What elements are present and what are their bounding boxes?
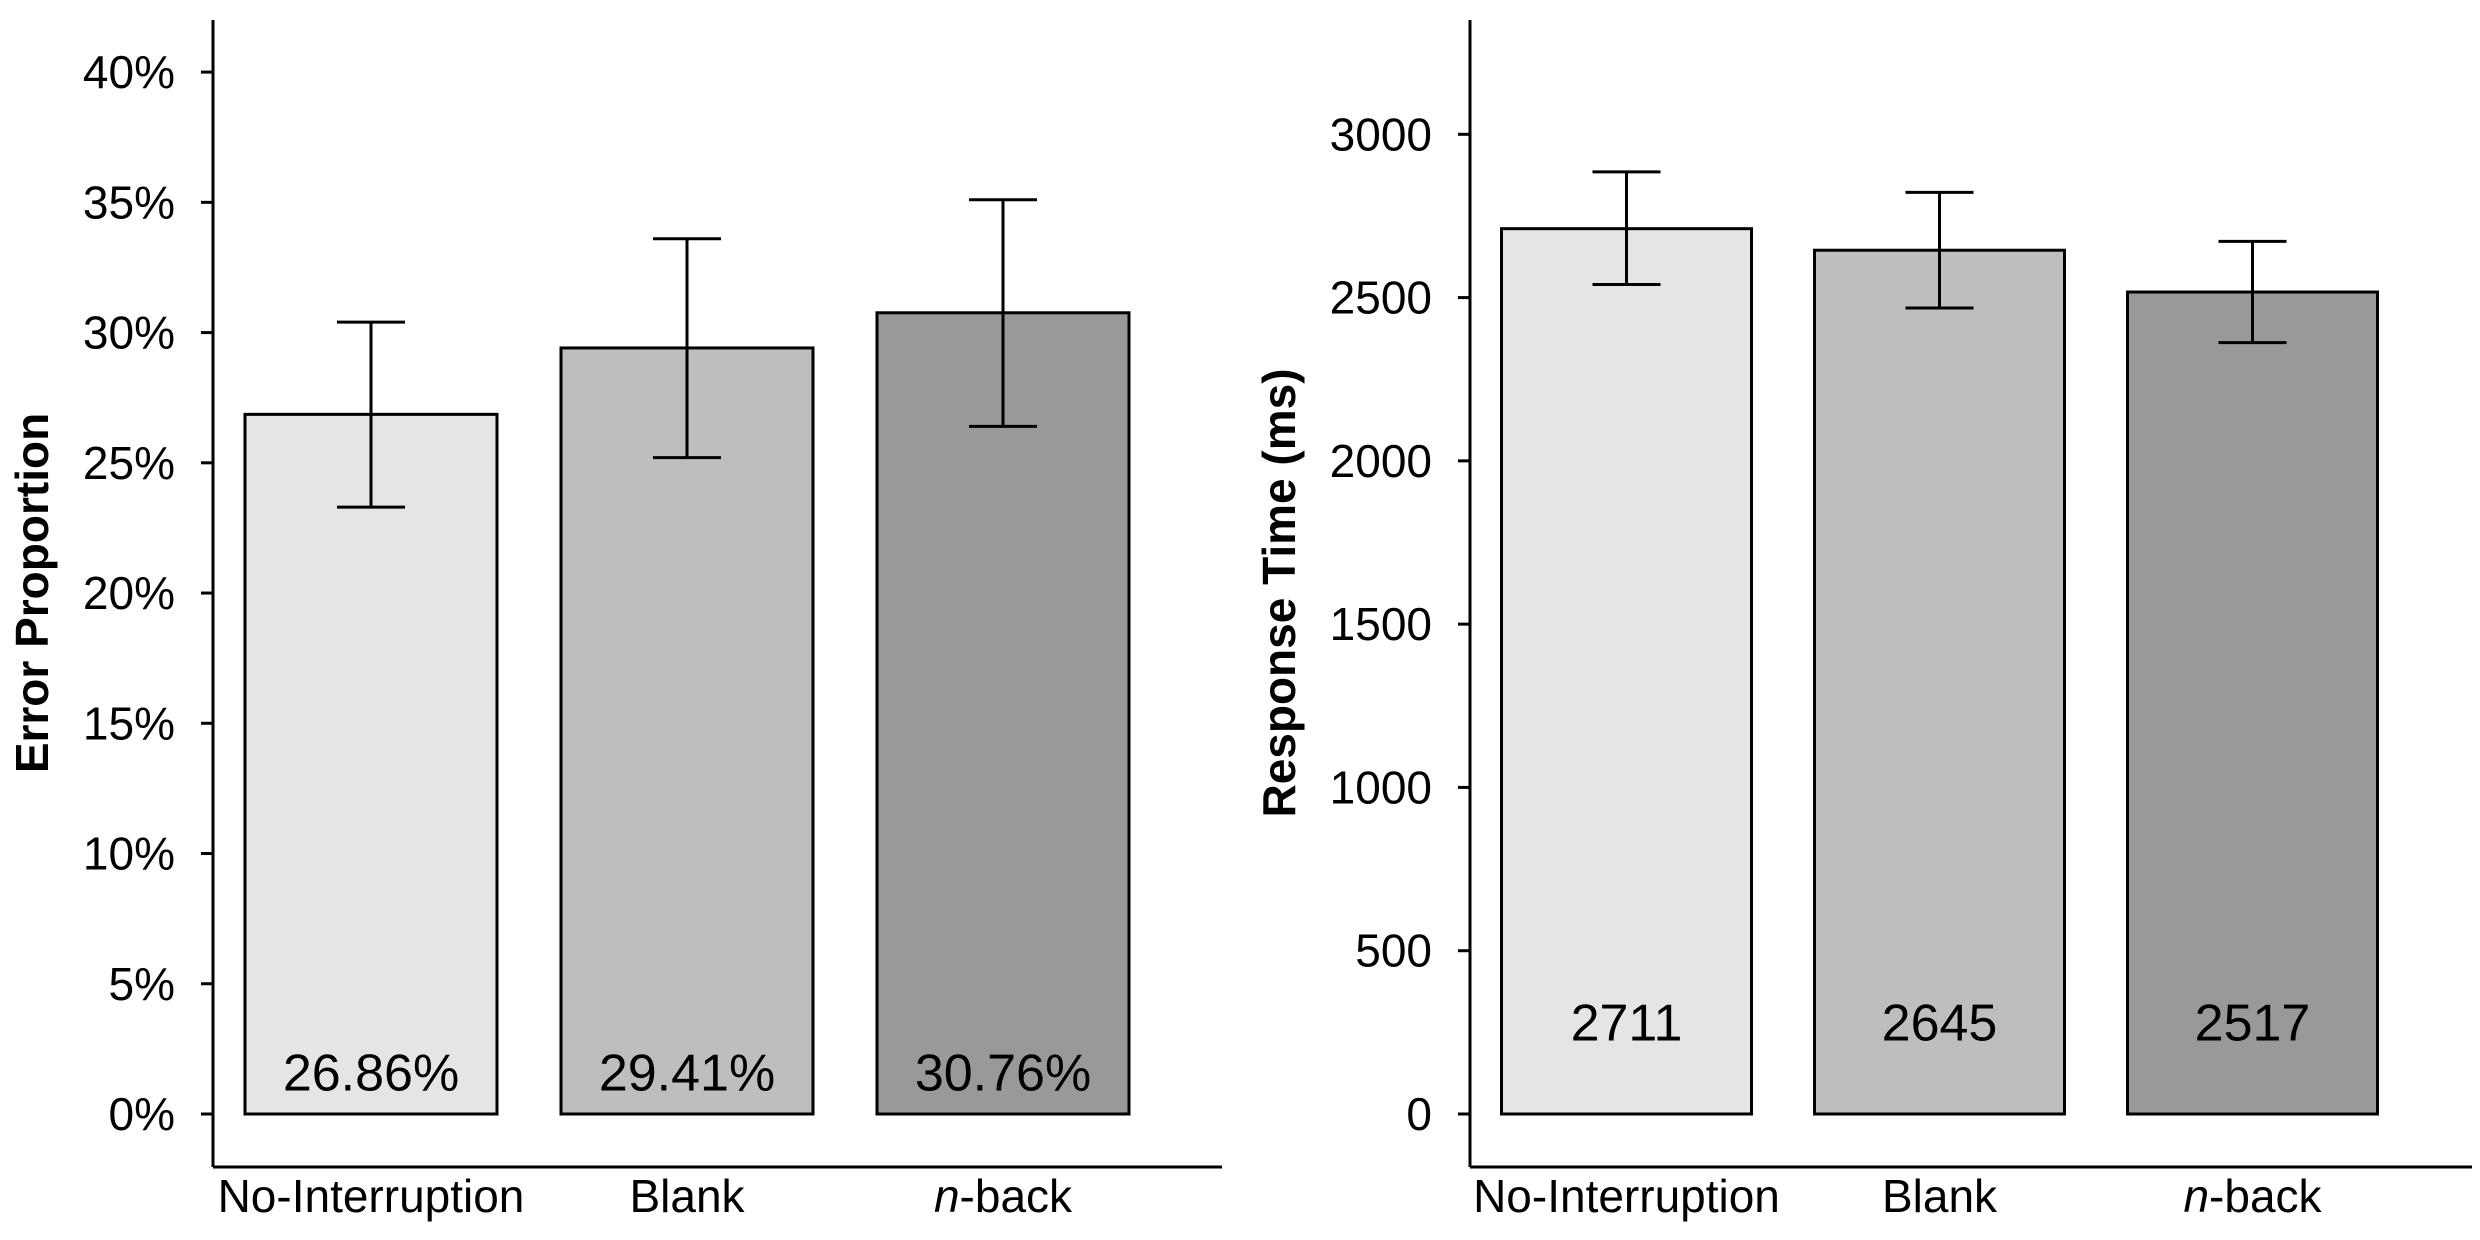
y-tick-label: 35% [83,176,175,228]
bar [243,412,499,1116]
y-axis-title: Response Time (ms) [1253,368,1305,817]
bar-value-label: 2711 [1571,995,1683,1053]
bar [2126,290,2379,1116]
bar-value-label: 29.41% [599,1044,775,1102]
error-bar [1905,190,1974,310]
error-bar [969,198,1037,428]
error-bar [2218,239,2287,345]
x-tick-label: Blank [629,1170,745,1222]
y-tick-label: 3000 [1330,108,1432,160]
y-tick-label: 1500 [1330,598,1432,650]
error-proportion-chart: 0% 5% 10% 15% 20% 25% 30% 35% 40% Error Proportio… [6,20,1222,1222]
bar-value-label: 2517 [2195,995,2311,1053]
y-tick-label: 15% [83,697,175,749]
y-tick-label: 2500 [1330,272,1432,324]
y-tick-label: 20% [83,567,175,619]
y-axis-title: Error Proportion [6,413,58,773]
error-bar [653,237,721,460]
y-tick-label: 25% [83,437,175,489]
y-tick-label: 0 [1406,1088,1432,1140]
error-bar [1592,170,1661,287]
bar-value-label: 26.86% [283,1044,459,1102]
y-tick-label: 1000 [1330,761,1432,813]
y-tick-label: 0% [109,1088,175,1140]
bar-value-label: 30.76% [915,1044,1091,1102]
x-tick-label: No-Interruption [218,1170,525,1222]
error-bar [337,320,405,509]
bar [1500,227,1753,1116]
bar [559,346,815,1116]
y-tick-label: 10% [83,828,175,880]
x-tick-label: n-back [934,1170,1073,1222]
y-tick-label: 30% [83,307,175,359]
x-tick-label: Blank [1882,1170,1998,1222]
y-tick-label: 5% [109,958,175,1010]
bar [875,311,1131,1116]
bar-value-label: 2645 [1882,995,1998,1053]
bar [1813,248,2066,1116]
y-tick-label: 500 [1355,925,1432,977]
x-tick-label: n-back [2183,1170,2322,1222]
y-tick-label: 2000 [1330,435,1432,487]
y-tick-label: 40% [83,46,175,98]
response-time-chart: 0 500 1000 1500 2000 2500 3000 Response Time (m… [1253,20,2472,1222]
x-tick-label: No-Interruption [1473,1170,1780,1222]
